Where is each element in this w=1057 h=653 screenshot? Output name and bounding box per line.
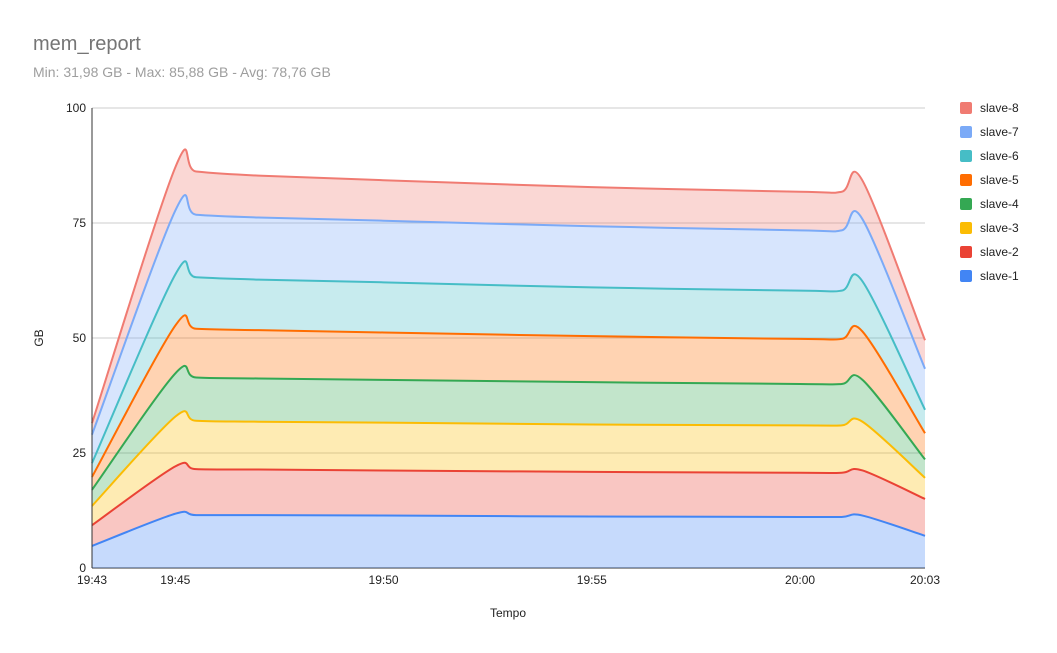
legend-label: slave-4 (980, 197, 1019, 211)
legend-layer: slave-8 slave-7 slave-6 slave-5 slave-4 slave… (960, 101, 1019, 283)
line-slave-4 (91, 365, 926, 491)
legend-label: slave-7 (980, 125, 1019, 139)
x-tick-label: 20:03 (910, 573, 940, 587)
line-slave-5 (91, 314, 926, 478)
legend-label: slave-8 (980, 101, 1019, 115)
x-tick-label: 19:43 (77, 573, 107, 587)
y-tick-label: 0 (79, 561, 86, 575)
legend-swatch (960, 102, 972, 114)
axis-layer: 0 25 50 75 100 19:43 19:45 19:50 19:55 20:00 20:03 (66, 101, 940, 587)
area-slave-4 (92, 365, 925, 506)
legend-swatch (960, 198, 972, 210)
y-tick-label: 50 (73, 331, 87, 345)
area-layer (92, 149, 925, 568)
legend-item-slave-6[interactable]: slave-6 (960, 149, 1019, 163)
legend-item-slave-3[interactable]: slave-3 (960, 221, 1019, 235)
chart-title: mem_report (33, 33, 141, 55)
legend-label: slave-1 (980, 269, 1019, 283)
legend-item-slave-2[interactable]: slave-2 (960, 245, 1019, 259)
legend-swatch (960, 222, 972, 234)
legend-swatch (960, 174, 972, 186)
legend-item-slave-1[interactable]: slave-1 (960, 269, 1019, 283)
chart-subtitle: Min: 31,98 GB - Max: 85,88 GB - Avg: 78,… (33, 64, 331, 80)
x-tick-label: 19:45 (160, 573, 190, 587)
legend-swatch (960, 246, 972, 258)
legend-item-slave-4[interactable]: slave-4 (960, 197, 1019, 211)
area-slave-5 (92, 315, 925, 490)
line-layer (91, 148, 926, 547)
legend-item-slave-7[interactable]: slave-7 (960, 125, 1019, 139)
legend-swatch (960, 150, 972, 162)
area-slave-3 (92, 411, 925, 526)
y-tick-label: 100 (66, 101, 86, 115)
legend-label: slave-2 (980, 245, 1019, 259)
area-slave-6 (92, 261, 925, 477)
x-tick-label: 20:00 (785, 573, 815, 587)
line-slave-2 (91, 461, 926, 527)
area-slave-1 (92, 511, 925, 568)
legend-swatch (960, 126, 972, 138)
line-slave-7 (91, 194, 926, 435)
line-slave-1 (91, 510, 926, 547)
legend-label: slave-5 (980, 173, 1019, 187)
x-axis-title: Tempo (490, 606, 526, 620)
legend-item-slave-8[interactable]: slave-8 (960, 101, 1019, 115)
area-slave-2 (92, 462, 925, 546)
y-tick-label: 75 (73, 216, 87, 230)
legend-swatch (960, 270, 972, 282)
area-slave-7 (92, 195, 925, 464)
line-slave-3 (91, 410, 926, 507)
line-slave-6 (91, 260, 926, 464)
legend-label: slave-3 (980, 221, 1019, 235)
legend-item-slave-5[interactable]: slave-5 (960, 173, 1019, 187)
x-tick-label: 19:55 (577, 573, 607, 587)
y-tick-label: 25 (73, 446, 87, 460)
y-axis-title: GB (32, 329, 46, 346)
legend-label: slave-6 (980, 149, 1019, 163)
x-tick-label: 19:50 (369, 573, 399, 587)
area-slave-8 (92, 149, 925, 435)
line-slave-8 (91, 148, 926, 424)
